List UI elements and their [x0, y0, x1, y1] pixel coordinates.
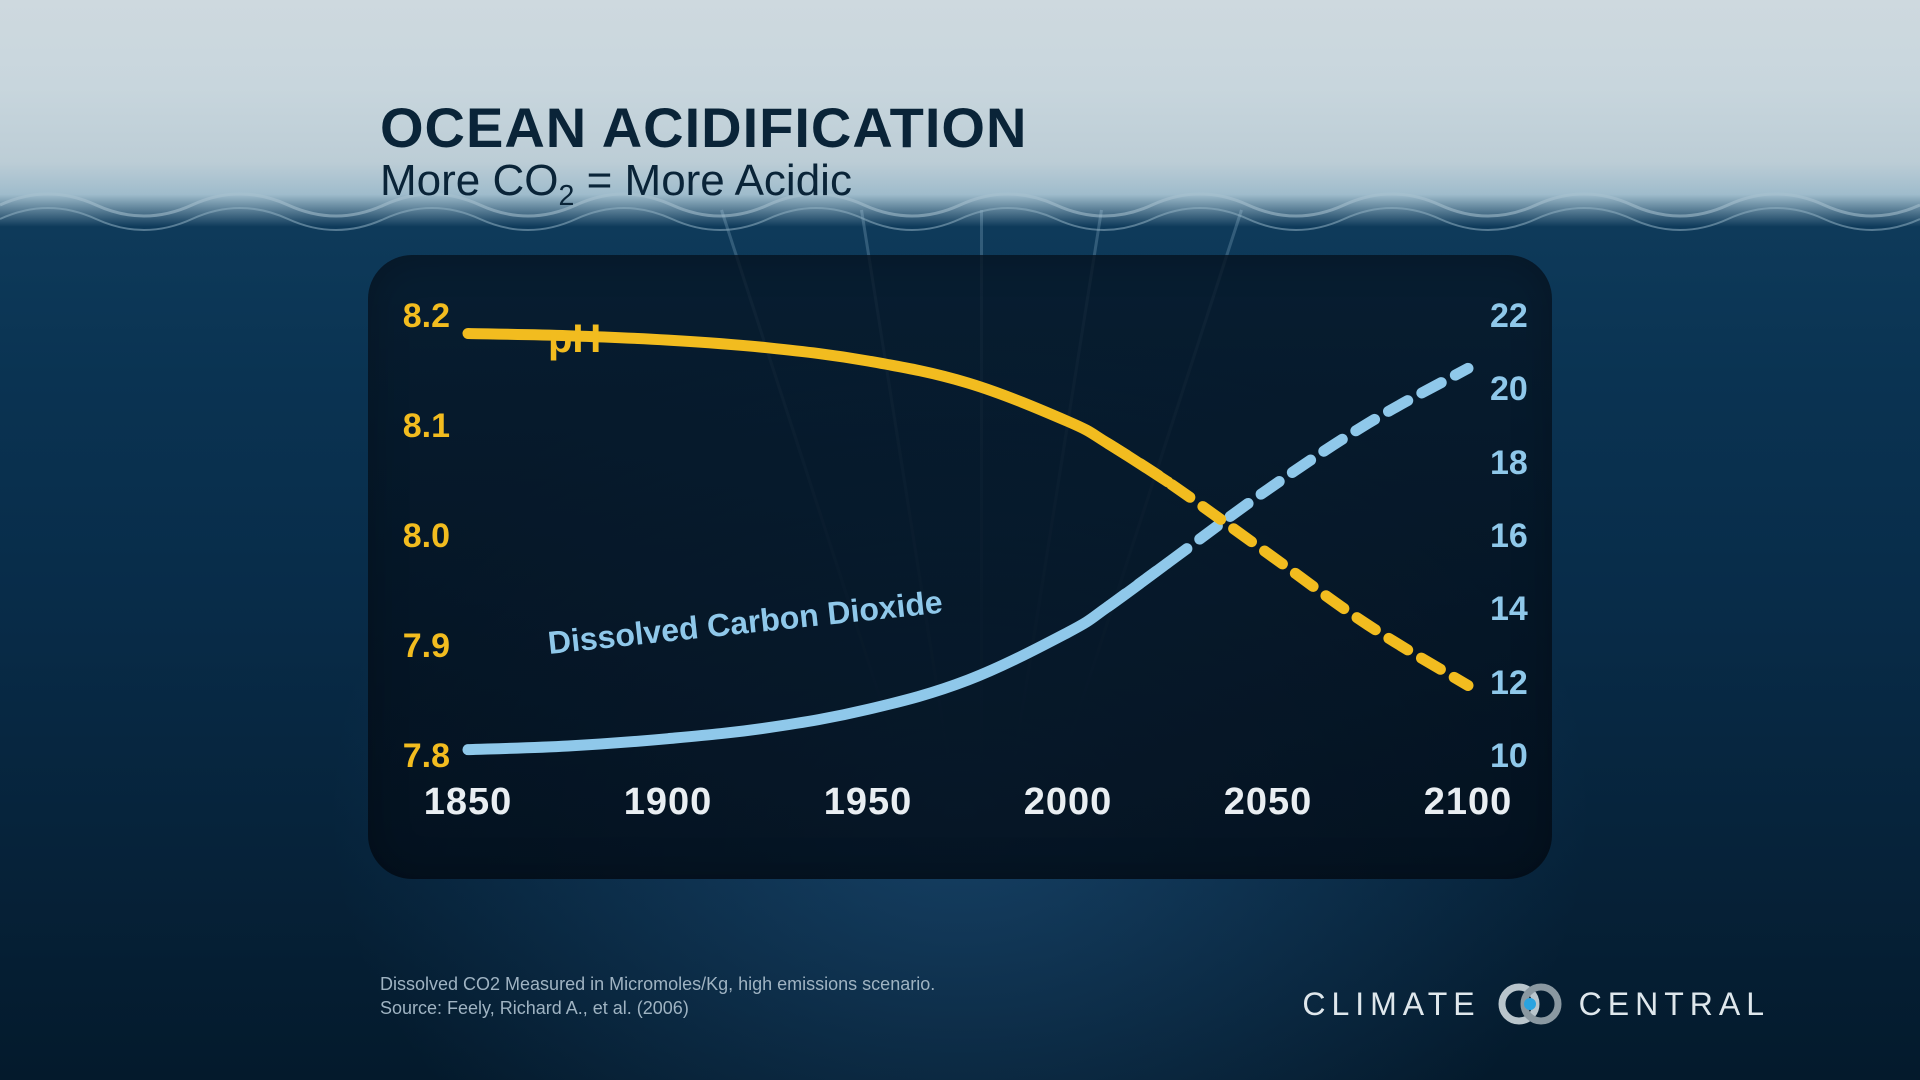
chart-panel: 7.8 7.9 8.0 8.1 8.2 10 12 14 16 18 20 22 1850 1900 195… [368, 255, 1552, 879]
page-subtitle: More CO2 = More Acidic [380, 156, 1027, 213]
infographic-stage: OCEAN ACIDIFICATION More CO2 = More Acid… [0, 0, 1920, 1080]
x-tick-label: 1950 [813, 781, 923, 824]
brand-word-left: CLIMATE [1302, 986, 1480, 1023]
title-block: OCEAN ACIDIFICATION More CO2 = More Acid… [380, 95, 1027, 213]
subtitle-post: = More Acidic [574, 156, 852, 205]
brand-word-right: CENTRAL [1579, 986, 1770, 1023]
x-tick-label: 1850 [413, 781, 523, 824]
y-right-tick-label: 18 [1490, 444, 1550, 483]
footnote-line2: Source: Feely, Richard A., et al. (2006) [380, 997, 935, 1020]
chart-svg [368, 255, 1552, 879]
series-label-ph: pH [548, 317, 601, 362]
y-right-tick-label: 12 [1490, 664, 1550, 703]
x-tick-label: 2000 [1013, 781, 1123, 824]
subtitle-pre: More CO [380, 156, 558, 205]
page-title: OCEAN ACIDIFICATION [380, 95, 1027, 160]
x-tick-label: 2050 [1213, 781, 1323, 824]
y-left-tick-label: 8.1 [380, 407, 450, 446]
y-left-tick-label: 7.9 [380, 627, 450, 666]
x-tick-label: 2100 [1413, 781, 1523, 824]
y-right-tick-label: 10 [1490, 737, 1550, 776]
footnote: Dissolved CO2 Measured in Micromoles/Kg,… [380, 973, 935, 1020]
subtitle-sub: 2 [558, 180, 574, 212]
brand-rings-icon [1495, 982, 1565, 1026]
y-right-tick-label: 22 [1490, 297, 1550, 336]
y-left-tick-label: 8.0 [380, 517, 450, 556]
y-right-tick-label: 14 [1490, 590, 1550, 629]
brand-logo: CLIMATE CENTRAL [1302, 982, 1770, 1026]
footnote-line1: Dissolved CO2 Measured in Micromoles/Kg,… [380, 973, 935, 996]
y-right-tick-label: 16 [1490, 517, 1550, 556]
y-right-tick-label: 20 [1490, 370, 1550, 409]
y-left-tick-label: 7.8 [380, 737, 450, 776]
x-tick-label: 1900 [613, 781, 723, 824]
y-left-tick-label: 8.2 [380, 297, 450, 336]
